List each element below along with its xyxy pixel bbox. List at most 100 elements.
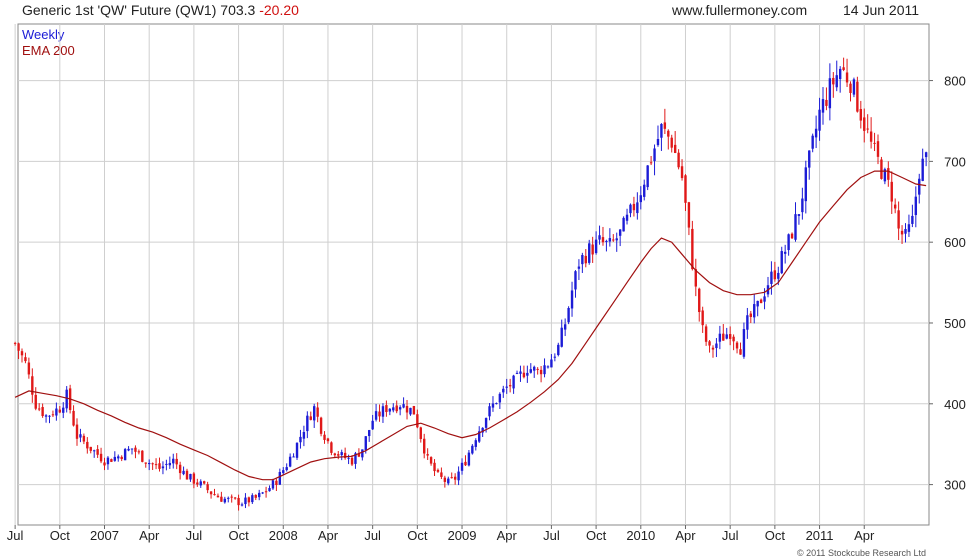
candle-body [804, 167, 808, 202]
candle-body [880, 159, 883, 179]
candle-body [460, 462, 464, 471]
y-tick-label: 500 [944, 316, 966, 331]
candle-body [715, 343, 718, 349]
candle-body [92, 450, 96, 452]
y-axis: 300 400 500 600 700 800 [929, 74, 966, 493]
candle-body [275, 480, 278, 485]
candle-body [478, 431, 481, 442]
candle-body [247, 497, 251, 503]
candle-body [911, 215, 914, 224]
candle-body [337, 454, 340, 456]
candle-body [581, 255, 584, 265]
candle-body [203, 481, 206, 484]
candle-body [591, 244, 594, 255]
candle-body [704, 326, 708, 342]
candle-body [254, 494, 257, 498]
candle-body [378, 411, 381, 417]
candle-body [178, 464, 182, 474]
candle-body [553, 356, 557, 358]
instrument-name: Generic 1st 'QW' Future (QW1) [22, 2, 217, 18]
candle-body [440, 472, 443, 477]
candle-body [230, 496, 233, 498]
candle-body [429, 457, 433, 464]
candle-body [770, 271, 773, 284]
candle-body [625, 214, 629, 221]
candle-body [450, 477, 453, 479]
candle-body [302, 432, 306, 439]
candle-body [474, 440, 477, 447]
candle-body [309, 416, 312, 420]
candle-body [354, 453, 357, 464]
candle-body [811, 135, 814, 149]
candle-body [264, 491, 268, 493]
candle-body [897, 210, 900, 229]
candle-body [728, 334, 732, 339]
candle-body [233, 497, 237, 499]
candle-body [347, 457, 350, 459]
candle-body [326, 438, 330, 442]
x-axis: Jul Oct 2007 Apr Jul Oct 2008 Apr Jul Oct 2009 Apr J… [7, 525, 875, 543]
candle-body [89, 446, 92, 451]
chart-date: 14 Jun 2011 [843, 2, 920, 18]
candle-body [574, 271, 577, 290]
x-tick-label: Jul [722, 528, 739, 543]
candle-body [711, 347, 715, 350]
candle-body [453, 476, 457, 480]
candle-body [20, 351, 24, 356]
candle-body [515, 372, 519, 374]
candle-body [343, 452, 347, 459]
candle-body [412, 406, 416, 415]
candle-body [333, 453, 337, 456]
candle-body [251, 495, 254, 503]
candle-body [639, 195, 642, 203]
candle-body [106, 457, 110, 465]
candle-body [742, 329, 746, 357]
candle-body [924, 152, 928, 158]
x-tick-label: Oct [50, 528, 71, 543]
x-tick-label: Jul [543, 528, 560, 543]
legend-ema: EMA 200 [22, 43, 75, 58]
x-tick-label: 2011 [806, 528, 834, 543]
candle-body [41, 407, 44, 417]
candle-body [388, 408, 392, 412]
grid-lines [14, 24, 929, 525]
candle-body [165, 463, 168, 465]
candle-body [687, 202, 691, 228]
candle-body [340, 452, 343, 456]
candle-body [151, 463, 154, 465]
candle-body [392, 407, 395, 411]
candle-body [636, 202, 639, 214]
candle-body [563, 324, 567, 330]
candle-body [206, 484, 209, 491]
candle-body [319, 417, 323, 434]
candle-body [350, 457, 354, 465]
candle-body [828, 78, 832, 109]
candle-body [673, 144, 677, 153]
x-tick-label: Jul [186, 528, 203, 543]
candle-body [801, 198, 804, 213]
candle-body [749, 313, 752, 317]
candle-body [495, 403, 498, 405]
candle-body [904, 228, 907, 234]
candle-body [120, 456, 123, 460]
candle-body [37, 408, 41, 410]
candle-body [127, 448, 130, 451]
candle-body [381, 406, 385, 417]
candle-body [863, 117, 866, 131]
candle-body [887, 168, 890, 180]
candle-body [433, 462, 436, 472]
candle-body [467, 452, 471, 466]
site-url[interactable]: www.fullermoney.com [672, 2, 808, 18]
x-tick-label: Jul [364, 528, 381, 543]
candle-body [876, 141, 880, 157]
candle-body [79, 434, 82, 438]
candle-body [502, 388, 505, 393]
candle-body [883, 169, 887, 182]
x-tick-label: 2010 [626, 528, 655, 543]
candle-body [137, 451, 141, 453]
x-tick-label: 2007 [90, 528, 119, 543]
candle-body [694, 269, 697, 287]
candle-body [821, 99, 825, 113]
candle-body [698, 288, 701, 313]
candle-body [416, 414, 419, 428]
